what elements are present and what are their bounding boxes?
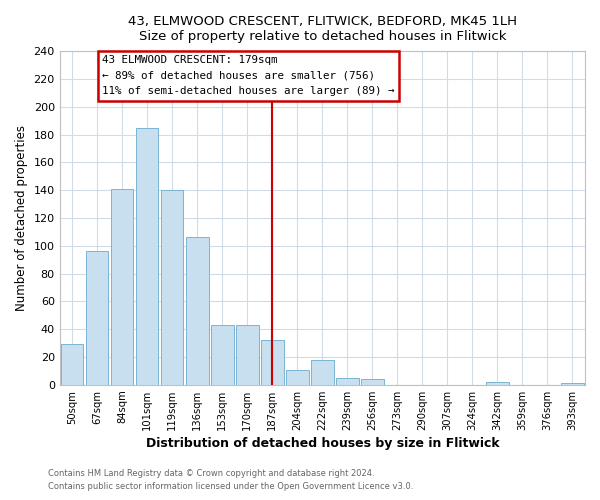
X-axis label: Distribution of detached houses by size in Flitwick: Distribution of detached houses by size … xyxy=(146,437,499,450)
Bar xyxy=(111,189,133,385)
Bar xyxy=(86,252,109,385)
Bar xyxy=(561,384,584,385)
Bar xyxy=(311,360,334,385)
Bar xyxy=(136,128,158,385)
Text: Contains HM Land Registry data © Crown copyright and database right 2024.
Contai: Contains HM Land Registry data © Crown c… xyxy=(48,469,413,491)
Bar xyxy=(61,344,83,385)
Bar xyxy=(361,380,383,385)
Bar xyxy=(236,325,259,385)
Text: 43 ELMWOOD CRESCENT: 179sqm
← 89% of detached houses are smaller (756)
11% of se: 43 ELMWOOD CRESCENT: 179sqm ← 89% of det… xyxy=(102,56,395,96)
Bar xyxy=(161,190,184,385)
Y-axis label: Number of detached properties: Number of detached properties xyxy=(15,125,28,311)
Bar xyxy=(486,382,509,385)
Bar xyxy=(336,378,359,385)
Bar xyxy=(211,325,233,385)
Bar xyxy=(186,238,209,385)
Bar xyxy=(261,340,284,385)
Title: 43, ELMWOOD CRESCENT, FLITWICK, BEDFORD, MK45 1LH
Size of property relative to d: 43, ELMWOOD CRESCENT, FLITWICK, BEDFORD,… xyxy=(128,15,517,43)
Bar xyxy=(286,370,308,385)
